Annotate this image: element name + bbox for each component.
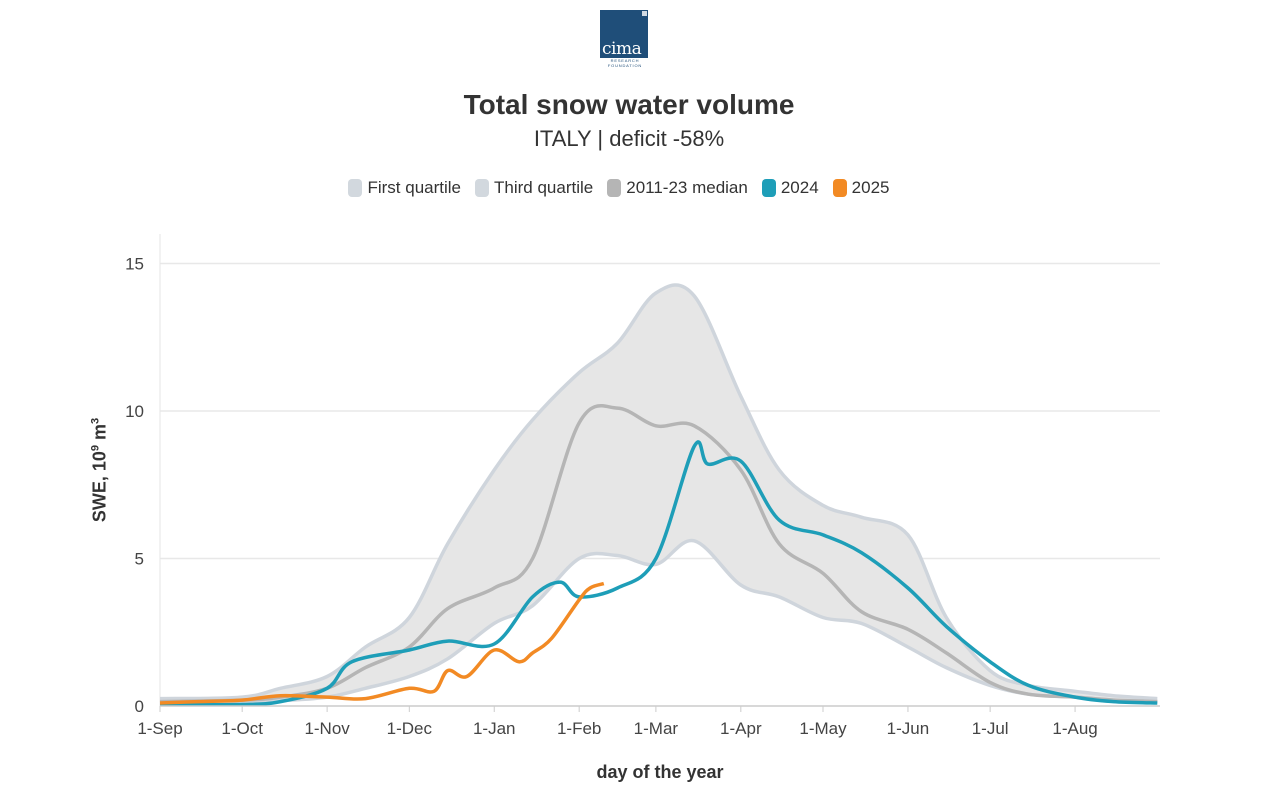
legend-item-median[interactable]: 2011-23 median	[607, 178, 748, 198]
y-tick-label: 15	[125, 255, 144, 274]
x-tick-label: 1-Jul	[972, 719, 1009, 738]
x-tick-label: 1-Dec	[387, 719, 433, 738]
legend-item-third-quartile[interactable]: Third quartile	[475, 178, 593, 198]
x-tick-label: 1-Apr	[720, 719, 762, 738]
legend-item-first-quartile[interactable]: First quartile	[348, 178, 461, 198]
legend-swatch	[607, 179, 622, 197]
x-axis-title: day of the year	[596, 762, 724, 782]
chart-title: Total snow water volume	[463, 89, 795, 120]
quartile-band	[160, 284, 1158, 703]
logo-corner-mark	[642, 11, 647, 16]
logo-caption: RESEARCH FOUNDATION	[607, 58, 643, 68]
y-tick-label: 10	[125, 402, 144, 421]
legend-label: 2024	[780, 178, 819, 197]
legend-item-2025[interactable]: 2025	[832, 178, 890, 198]
legend-swatch	[761, 179, 776, 197]
x-tick-label: 1-Mar	[634, 719, 679, 738]
logo-square: cima	[600, 10, 648, 59]
legend-swatch	[832, 179, 847, 197]
cima-logo: cima RESEARCH FOUNDATION	[600, 10, 650, 70]
x-tick-label: 1-Jun	[887, 719, 930, 738]
x-tick-label: 1-Aug	[1052, 719, 1097, 738]
chart-subtitle: ITALY | deficit -58%	[533, 126, 725, 151]
y-axis-title: SWE, 109 m3	[89, 417, 110, 523]
x-tick-label: 1-Sep	[137, 719, 182, 738]
series-2024-line	[159, 440, 1158, 707]
y-tick-label: 0	[135, 697, 144, 716]
x-tick-label: 1-Oct	[221, 719, 263, 738]
third-quartile-line	[159, 283, 1158, 701]
y-tick-label: 5	[135, 550, 144, 569]
legend-label: First quartile	[367, 178, 462, 197]
legend-swatch	[475, 179, 490, 197]
chart-legend: First quartile Third quartile 2011-23 me…	[0, 178, 1238, 198]
logo-wordmark: cima	[602, 39, 642, 59]
legend-label: 2025	[851, 178, 890, 197]
legend-item-2024[interactable]: 2024	[761, 178, 819, 198]
x-tick-label: 1-Nov	[304, 719, 350, 738]
legend-swatch	[348, 179, 363, 197]
legend-label: 2011-23 median	[626, 178, 748, 197]
median-line	[159, 404, 1158, 704]
x-tick-label: 1-May	[799, 719, 847, 738]
first-quartile-line	[159, 538, 1158, 705]
x-tick-label: 1-Feb	[557, 719, 601, 738]
legend-label: Third quartile	[494, 178, 594, 197]
series-2025-line	[159, 581, 605, 705]
x-tick-label: 1-Jan	[473, 719, 516, 738]
